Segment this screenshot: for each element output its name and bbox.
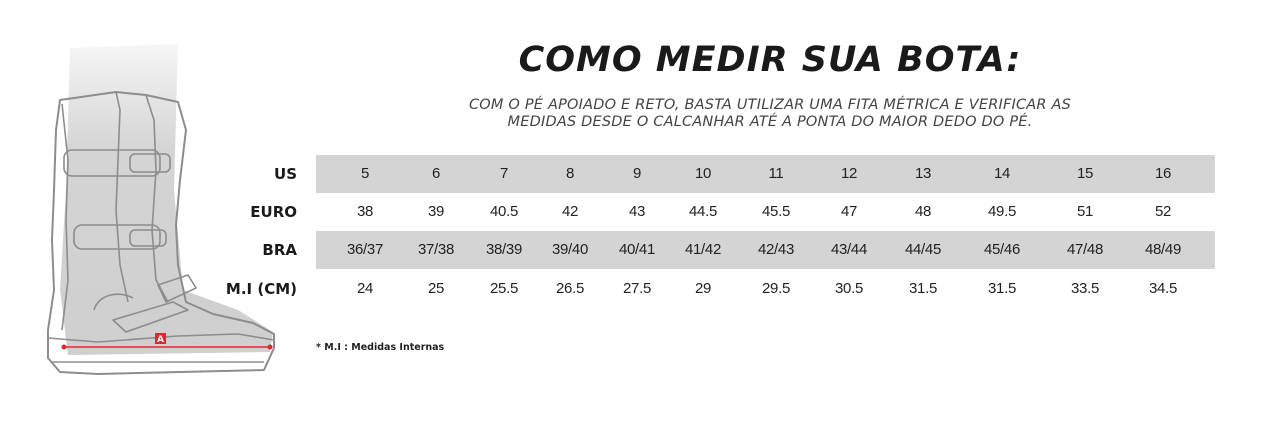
instructions-line-2: MEDIDAS DESDE O CALCANHAR ATÉ A PONTA DO…	[507, 114, 1033, 130]
size-cell: 47	[840, 203, 858, 220]
measurement-marker-letter: A	[157, 335, 164, 345]
size-cell: 8	[565, 165, 575, 182]
size-cell: 31.5	[988, 280, 1016, 297]
size-cell: 39/40	[551, 241, 589, 258]
size-cell: 42	[561, 203, 579, 220]
size-cell: 44.5	[689, 203, 717, 220]
size-cell: 42/43	[757, 241, 795, 258]
size-cell: 48	[914, 203, 932, 220]
page-title: COMO MEDIR SUA BOTA:	[518, 40, 1022, 80]
size-cell: 16	[1154, 165, 1172, 182]
size-cell: 47/48	[1066, 241, 1104, 258]
size-cell: 51	[1076, 203, 1094, 220]
size-cell: 29.5	[762, 280, 790, 297]
size-cell: 30.5	[835, 280, 863, 297]
size-cell: 44/45	[904, 241, 942, 258]
size-cell: 43	[628, 203, 646, 220]
size-cell: 10	[694, 165, 712, 182]
size-cell: 6	[431, 165, 441, 182]
row-label-bra: BRA	[262, 241, 297, 259]
instructions-line-1: COM O PÉ APOIADO E RETO, BASTA UTILIZAR …	[468, 97, 1072, 113]
instructions-text: COM O PÉ APOIADO E RETO, BASTA UTILIZAR …	[405, 97, 1135, 131]
size-cell: 34.5	[1149, 280, 1177, 297]
boot-measurement-illustration: A	[47, 44, 275, 375]
size-cell: 37/38	[417, 241, 455, 258]
row-label-m-i-cm: M.I (CM)	[225, 280, 297, 298]
boot-shell	[47, 91, 275, 375]
size-cell: 5	[360, 165, 370, 182]
size-row-us: 5 6 7 8 9 10 11 12 13 14 15 16	[316, 155, 1215, 193]
size-cell: 14	[993, 165, 1011, 182]
row-label-us: US	[274, 165, 297, 183]
leg-silhouette	[60, 44, 273, 355]
size-cell: 48/49	[1144, 241, 1182, 258]
size-cell: 27.5	[623, 280, 651, 297]
size-cell: 25.5	[490, 280, 518, 297]
size-cell: 7	[499, 165, 509, 182]
size-cell: 12	[840, 165, 858, 182]
footnote: * M.I : Medidas Internas	[316, 342, 445, 353]
size-cell: 13	[914, 165, 932, 182]
size-cell: 26.5	[556, 280, 584, 297]
size-cell: 41/42	[684, 241, 722, 258]
size-cell: 15	[1076, 165, 1094, 182]
size-cell: 31.5	[909, 280, 937, 297]
size-cell: 40.5	[490, 203, 518, 220]
measurement-marker-badge	[155, 333, 166, 344]
size-cell: 33.5	[1071, 280, 1099, 297]
size-cell: 38	[356, 203, 374, 220]
size-cell: 39	[427, 203, 445, 220]
measurement-start-dot	[61, 344, 67, 350]
size-cell: 45/46	[983, 241, 1021, 258]
row-label-euro: EURO	[250, 203, 297, 221]
size-cell: 43/44	[830, 241, 868, 258]
size-cell: 38/39	[485, 241, 523, 258]
size-cell: 29	[694, 280, 712, 297]
size-cell: 24	[356, 280, 374, 297]
size-cell: 9	[632, 165, 642, 182]
size-row-euro: 38 39 40.5 42 43 44.5 45.5 47 48 49.5 51 52	[316, 193, 1215, 231]
size-row-bra: 36/37 37/38 38/39 39/40 40/41 41/42 42/43 43/44…	[316, 231, 1215, 269]
size-row-m-i-cm: 24 25 25.5 26.5 27.5 29 29.5 30.5 31.5 31.5 33.5 34…	[316, 270, 1215, 308]
size-cell: 45.5	[762, 203, 790, 220]
size-cell: 40/41	[618, 241, 656, 258]
measurement-end-dot	[267, 344, 273, 350]
size-cell: 49.5	[988, 203, 1016, 220]
size-cell: 25	[427, 280, 445, 297]
size-cell: 52	[1154, 203, 1172, 220]
size-cell: 11	[768, 165, 784, 182]
size-cell: 36/37	[346, 241, 384, 258]
